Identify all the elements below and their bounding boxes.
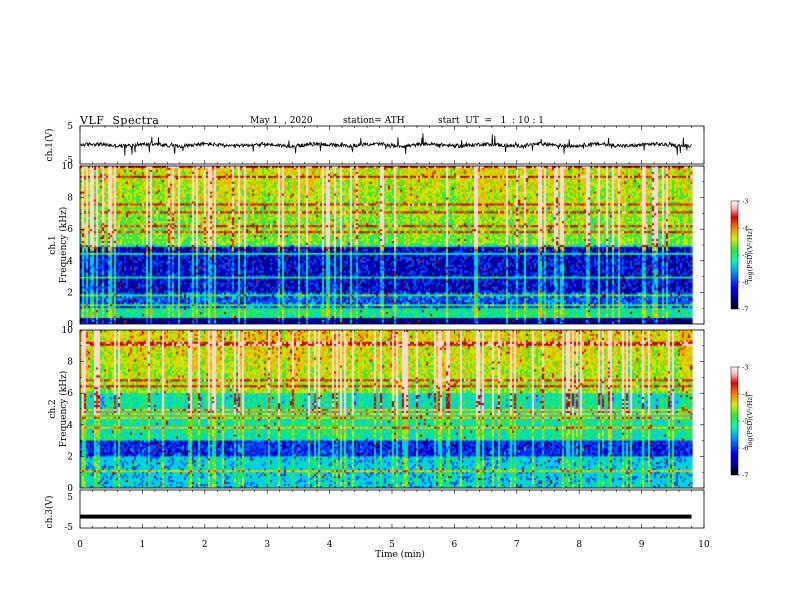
- ch1-spectrogram-ticks: 0 2 4 6 8 10: [62, 162, 705, 330]
- colorbar-tick-label: -3: [742, 364, 748, 372]
- ch2-colorbar: -3 -4 -5 -6 -7 log(PSD)(V²/Hz): [730, 364, 754, 480]
- ch2-spectrogram-ticks: 0 2 4 6 8 10: [62, 326, 705, 494]
- ch1-spectrogram-cells: [80, 166, 704, 324]
- y-tick-label: 0: [67, 484, 73, 494]
- ch2-spec-ylabel-channel: ch.2: [48, 399, 58, 418]
- colorbar-tick-label: -3: [742, 198, 748, 206]
- y-tick-label: 8: [67, 194, 73, 204]
- ch1-colorbar-ticks: -3 -4 -5 -6 -7: [738, 198, 748, 314]
- colorbar-tick-label: -4: [742, 225, 748, 233]
- figure-title: VLF Spectra: [80, 114, 160, 127]
- y-tick-label: 0: [67, 320, 73, 330]
- ch2-spectrogram-panel: 0 2 4 6 8 10 ch.2 Frequency (kHz): [48, 326, 705, 494]
- x-tick-label: 3: [264, 540, 270, 550]
- start-time-label: start UT = 1 : 10 : 1: [438, 116, 544, 126]
- y-tick-label: 6: [67, 389, 73, 399]
- x-tick-label: 10: [698, 540, 710, 550]
- x-tick-label: 8: [576, 540, 582, 550]
- x-tick-label: 4: [327, 540, 333, 550]
- ch1-spec-ylabel-channel: ch.1: [48, 235, 58, 254]
- ch1-ytick-bottom: -5: [64, 156, 73, 166]
- ch1-waveform-line: [79, 133, 692, 156]
- ch3-waveform-line: [80, 514, 692, 519]
- ch1-ytick-top: 5: [67, 122, 73, 132]
- y-tick-label: 4: [67, 421, 73, 431]
- ch2-spec-ylabel-frequency: Frequency (kHz): [58, 371, 69, 448]
- ch1-colorbar-gradient: [730, 200, 739, 310]
- y-tick-label: 2: [67, 452, 73, 462]
- colorbar-tick-label: -6: [742, 445, 748, 453]
- ch1-colorbar-label: log(PSD)(V²/Hz): [746, 228, 754, 281]
- y-tick-label: 2: [67, 288, 73, 298]
- ch3-panel: 5 -5 ch.3(V): [44, 489, 705, 533]
- ch1-ylabel: ch.1(V): [44, 129, 55, 162]
- colorbar-tick-label: -5: [742, 418, 748, 426]
- colorbar-tick-label: -6: [742, 279, 748, 287]
- station-label: station= ATH: [343, 116, 405, 126]
- colorbar-tick-label: -7: [742, 472, 748, 480]
- x-tick-label: 7: [514, 540, 520, 550]
- colorbar-tick-label: -7: [742, 306, 748, 314]
- ch3-ytick-top: 5: [67, 493, 73, 503]
- ch2-colorbar-label: log(PSD)(V²/Hz): [746, 394, 754, 447]
- x-axis: 0 1 2 3 4 5 6 7 8 9 10: [77, 540, 710, 550]
- y-tick-label: 4: [67, 257, 73, 267]
- x-tick-label: 1: [140, 540, 146, 550]
- ch3-ylabel: ch.3(V): [44, 496, 55, 529]
- x-tick-label: 0: [77, 540, 83, 550]
- x-tick-label: 6: [452, 540, 458, 550]
- spectrogram-image: [80, 166, 704, 324]
- y-tick-label: 8: [67, 358, 73, 368]
- ch3-frame: [79, 489, 705, 529]
- ch1-spectrogram-panel: 0 2 4 6 8 10 ch.1 Frequency (kHz): [48, 162, 705, 330]
- y-tick-label: 10: [62, 326, 74, 336]
- spectrogram-image: [80, 330, 704, 488]
- colorbar-tick-label: -5: [742, 252, 748, 260]
- ch2-colorbar-ticks: -3 -4 -5 -6 -7: [738, 364, 748, 480]
- y-tick-label: 10: [62, 162, 74, 172]
- x-tick-label: 9: [639, 540, 645, 550]
- date-label: May 1 , 2020: [250, 116, 313, 126]
- ch1-ticks: [79, 126, 705, 164]
- y-tick-label: 6: [67, 225, 73, 235]
- colorbar-tick-label: -4: [742, 391, 748, 399]
- ch1-colorbar: -3 -4 -5 -6 -7 log(PSD)(V²/Hz): [730, 198, 754, 314]
- ch2-colorbar-gradient: [730, 366, 739, 476]
- ch3-ytick-bottom: -5: [64, 523, 73, 533]
- ch2-spectrogram-cells: [80, 330, 704, 488]
- ch3-ticks: [79, 490, 705, 528]
- ch1-spec-ylabel-frequency: Frequency (kHz): [58, 207, 69, 284]
- x-axis-label: Time (min): [375, 549, 425, 560]
- ch1-panel: 5 -5 ch.1(V): [44, 122, 705, 166]
- x-tick-label: 2: [202, 540, 208, 550]
- x-tick-label: 5: [389, 540, 395, 550]
